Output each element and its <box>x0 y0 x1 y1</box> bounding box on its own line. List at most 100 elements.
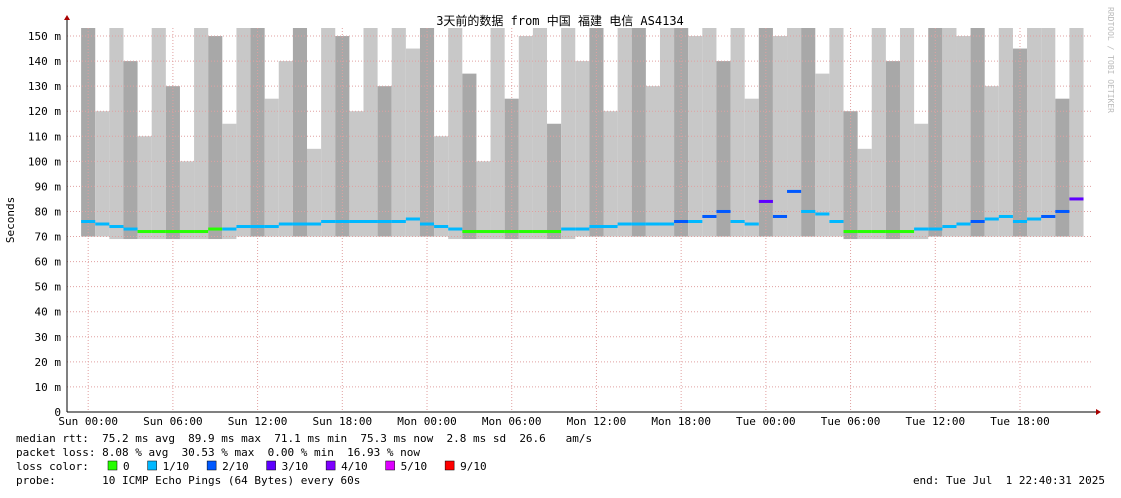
median-point <box>899 230 915 234</box>
legend-label: 2/10 <box>222 460 249 473</box>
smoke <box>95 111 110 237</box>
smoke <box>857 148 872 240</box>
median-point <box>476 230 491 234</box>
legend-label: 0 <box>123 460 130 473</box>
median-point <box>547 230 562 234</box>
median-point <box>448 227 463 231</box>
median-point <box>95 222 110 226</box>
median-point <box>179 230 195 234</box>
smoke <box>264 98 279 237</box>
median-point <box>236 225 251 229</box>
smoke <box>702 28 717 237</box>
smoke <box>815 73 830 237</box>
median-point <box>123 227 138 231</box>
smoke <box>603 111 618 237</box>
legend-swatch <box>107 460 118 471</box>
median-point <box>871 230 886 234</box>
x-tick-label: Tue 18:00 <box>990 415 1050 428</box>
footer-end: end: Tue Jul 1 22:40:31 2025 <box>913 474 1105 487</box>
median-point <box>307 222 322 226</box>
smoke <box>674 28 689 237</box>
smoke <box>307 148 322 237</box>
smoke <box>222 123 237 240</box>
x-tick-label: Mon 00:00 <box>397 415 457 428</box>
x-tick-label: Mon 06:00 <box>482 415 542 428</box>
median-point <box>659 222 675 226</box>
median-point <box>928 227 943 231</box>
legend-label: 9/10 <box>460 460 487 473</box>
median-point <box>109 225 124 229</box>
median-point <box>391 220 406 224</box>
smoke <box>575 61 590 237</box>
smoke <box>829 28 844 237</box>
x-tick-label: Tue 12:00 <box>905 415 965 428</box>
median-point <box>532 230 548 234</box>
y-tick-label: 120 m <box>28 105 61 118</box>
median-point <box>744 222 759 226</box>
smoke <box>617 28 632 237</box>
median-point <box>504 230 519 234</box>
smoke <box>914 123 929 240</box>
smoke <box>81 28 96 237</box>
x-tick-label: Mon 12:00 <box>567 415 627 428</box>
median-point <box>250 225 265 229</box>
smoke <box>123 61 138 240</box>
smoke <box>659 28 675 237</box>
median-point <box>603 225 618 229</box>
median-point <box>321 220 336 224</box>
y-tick-label: 20 m <box>35 356 62 369</box>
smoke <box>137 136 152 240</box>
smoke <box>758 28 773 237</box>
median-point <box>1041 214 1056 218</box>
median-point <box>194 230 209 234</box>
smoke <box>179 161 195 240</box>
smoke <box>801 28 816 237</box>
median-point <box>264 225 279 229</box>
footer-median: median rtt: 75.2 ms avg 89.9 ms max 71.1… <box>16 432 592 445</box>
chart-title: 3天前的数据 from 中国 福建 电信 AS4134 <box>436 13 684 28</box>
smoke <box>744 98 759 237</box>
smoke <box>363 28 378 237</box>
median-point <box>363 220 378 224</box>
smoke <box>589 28 604 237</box>
smoke <box>448 28 463 240</box>
legend-label: 4/10 <box>341 460 368 473</box>
smoke <box>547 123 562 240</box>
median-point <box>419 222 435 226</box>
smoke <box>151 28 166 240</box>
median-point <box>772 214 788 218</box>
smoke <box>476 161 491 240</box>
median-point <box>829 220 844 224</box>
median-point <box>151 230 166 234</box>
legend-swatch <box>385 460 395 471</box>
median-point <box>1055 209 1070 213</box>
smoke <box>532 28 548 240</box>
median-point <box>645 222 660 226</box>
smoke <box>208 36 223 240</box>
smoke <box>434 136 449 237</box>
smoke <box>165 86 180 240</box>
y-tick-label: 40 m <box>35 306 62 319</box>
y-tick-label: 70 m <box>35 231 62 244</box>
median-point <box>589 225 604 229</box>
smoke <box>772 36 788 237</box>
y-tick-label: 150 m <box>28 30 61 43</box>
median-point <box>434 225 449 229</box>
y-tick-label: 10 m <box>35 381 62 394</box>
smoke <box>462 73 477 240</box>
median-point <box>885 230 900 234</box>
median-point <box>292 222 308 226</box>
y-tick-label: 80 m <box>35 205 62 218</box>
median-point <box>984 217 999 221</box>
smoke <box>278 61 293 237</box>
y-tick-label: 50 m <box>35 281 62 294</box>
smoke <box>787 28 802 237</box>
median-point <box>688 220 703 224</box>
smoke <box>236 28 251 237</box>
median-point <box>857 230 872 234</box>
legend-swatch <box>444 460 455 471</box>
legend-swatch <box>206 460 217 471</box>
y-tick-label: 130 m <box>28 80 61 93</box>
median-point <box>349 220 364 224</box>
